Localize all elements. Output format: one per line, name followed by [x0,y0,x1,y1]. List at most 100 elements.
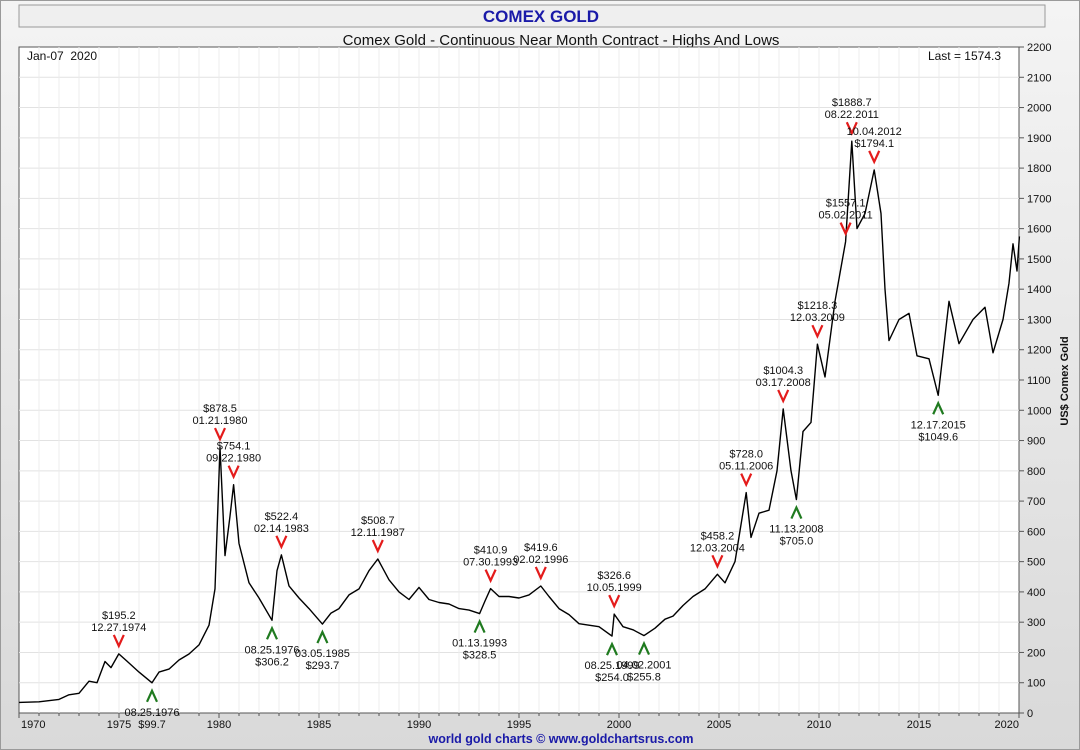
x-tick-label: 2010 [807,719,831,731]
annotation-high: $1004.303.17.2008 [756,365,811,404]
x-tick-label: 1985 [307,719,331,731]
y-tick-label: 1800 [1027,163,1051,175]
annotation-date: 03.17.2008 [756,377,811,389]
annotation-price: $326.6 [597,570,631,582]
annotation-date: 04.02.2001 [616,660,671,672]
annotation-price: $1218.3 [798,300,838,312]
annotation-high: $728.005.11.2006 [719,449,773,488]
annotations: $195.212.27.197408.25.1976$99.7$878.501.… [91,97,965,731]
low-arrow-icon [316,629,329,644]
annotation-price: $522.4 [265,511,299,523]
annotation-price: $99.7 [138,719,166,731]
low-arrow-icon [145,688,159,703]
high-arrow-icon [868,150,881,165]
high-arrow-icon [213,427,227,442]
annotation-high: $878.501.21.1980 [192,403,248,442]
high-arrow-icon [608,594,621,609]
annotation-price: $1888.7 [832,97,872,109]
annotation-high: $508.712.11.1987 [351,515,405,554]
y-tick-label: 1100 [1027,375,1051,387]
high-arrow-icon [371,539,384,554]
x-tick-label: 2005 [707,719,731,731]
low-arrow-icon [790,504,803,520]
annotation-date: 12.03.2009 [790,312,845,324]
y-tick-label: 700 [1027,496,1045,508]
x-tick-label: 1975 [107,719,131,731]
annotation-price: $410.9 [474,545,508,557]
annotation-price: $255.8 [627,672,661,684]
annotation-price: $754.1 [217,441,251,453]
y-tick-label: 800 [1027,466,1045,478]
annotation-price: $328.5 [463,650,497,662]
annotation-low: 11.13.2008$705.0 [769,504,824,548]
annotation-date: 12.03.2004 [690,542,745,554]
y-tick-label: 1300 [1027,314,1051,326]
high-arrow-icon [740,473,753,488]
footer-credit: world gold charts © www.goldchartsrus.co… [427,732,693,746]
annotation-price: $705.0 [780,536,814,548]
grid [19,47,1019,713]
annotation-price: $254.0 [595,672,629,684]
annotation-price: $306.2 [255,656,289,668]
annotation-high: $326.610.05.1999 [587,570,642,609]
annotation-date: 07.30.1993 [463,557,518,569]
low-arrow-icon [637,640,651,656]
annotation-price: $878.5 [203,403,237,415]
annotation-high: $458.212.03.2004 [690,530,745,569]
annotation-date: 10.05.1999 [587,582,642,594]
title-bar [18,4,1046,28]
y-tick-label: 1500 [1027,254,1051,266]
high-arrow-icon [811,324,824,339]
y-tick-label: 600 [1027,526,1045,538]
annotation-low: 08.25.1976$306.2 [244,625,300,668]
chart-title: Comex Gold - Continuous Near Month Contr… [343,32,780,49]
annotation-date: 12.27.1974 [91,622,146,634]
y-tick-label: 2200 [1027,42,1051,54]
annotation-price: $728.0 [729,449,763,461]
annotation-date: 11.13.2008 [769,524,823,536]
annotation-date: $1794.1 [854,138,894,150]
y-tick-label: 1000 [1027,405,1051,417]
high-arrow-icon [845,121,858,136]
high-arrow-icon [711,554,724,569]
high-arrow-icon [275,535,288,550]
annotation-date: 05.02.2011 [818,210,872,222]
price-line [18,140,1021,704]
high-arrow-icon [484,569,497,584]
x-tick-label: 1970 [21,719,45,731]
annotation-price: $1004.3 [763,365,803,377]
y-tick-label: 500 [1027,557,1045,569]
annotation-low: 08.25.1976$99.7 [124,688,180,731]
high-arrow-icon [839,222,852,237]
y-tick-label: 1400 [1027,284,1051,296]
annotation-price: 10.04.2012 [847,126,902,138]
annotation-low: 01.13.1993$328.5 [452,618,507,662]
y-tick-label: 100 [1027,678,1045,690]
y-tick-label: 1700 [1027,193,1051,205]
axis-ticks: 0 100 200 300 400 500 600 700 800 900 1000 1100 1200… [18,42,1051,731]
annotation-date: 12.17.2015 [911,419,966,431]
annotation-date: 01.21.1980 [192,415,247,427]
y-tick-label: 1900 [1027,133,1051,145]
x-tick-label: 2020 [995,719,1019,731]
annotation-date: 02.14.1983 [254,523,309,535]
series-layer [18,140,1021,704]
annotation-high: $522.402.14.1983 [254,511,309,550]
low-arrow-icon [265,625,279,640]
x-tick-label: 2000 [607,719,631,731]
y-tick-label: 1200 [1027,345,1051,357]
annotation-high: $754.109.22.1980 [206,441,261,480]
y-tick-label: 200 [1027,647,1045,659]
x-tick-label: 1995 [507,719,531,731]
annotation-date: 08.25.1976 [124,707,179,719]
high-arrow-icon [227,465,240,480]
annotation-price: $293.7 [306,660,340,672]
low-arrow-icon [473,618,486,634]
annotation-high: $195.212.27.1974 [91,610,146,649]
annotation-date: 08.25.1976 [244,644,299,656]
y-axis-label: US$ Comex Gold [1059,336,1071,425]
annotation-price: $1049.6 [918,431,958,443]
annotation-price: $195.2 [102,610,136,622]
